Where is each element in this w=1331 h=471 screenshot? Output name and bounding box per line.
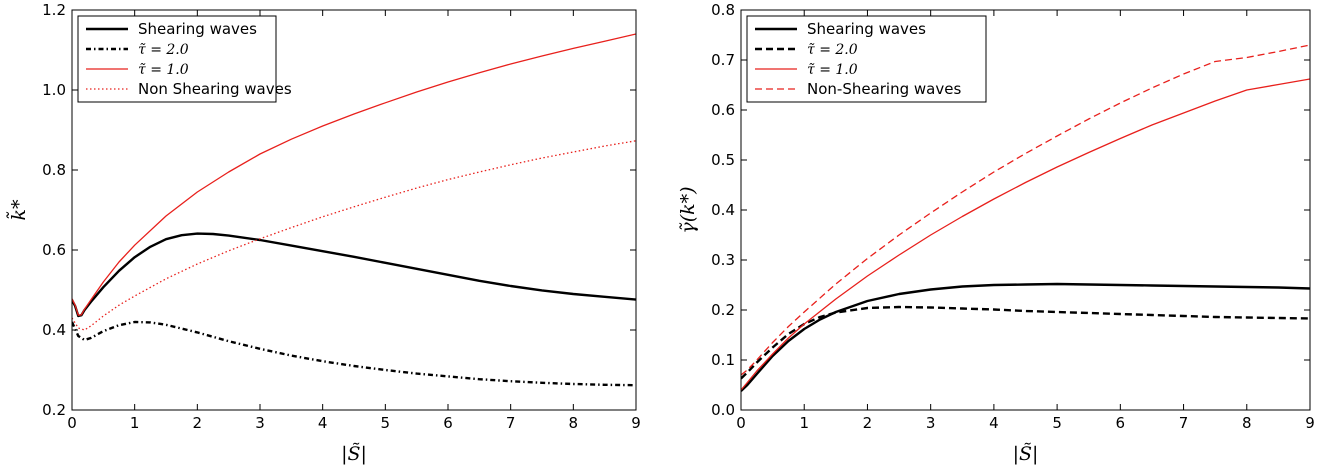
x-tick-label: 7 — [1179, 414, 1189, 432]
legend-box — [746, 15, 987, 103]
x-tick-label: 9 — [1305, 414, 1315, 432]
series-line-1 — [72, 232, 636, 318]
y-tick-label: 0.5 — [711, 151, 735, 169]
x-tick-label: 7 — [506, 414, 516, 432]
legend: Shearing waves τ̃ = 2.0 τ̃ = 1.0 Non Sheari… — [77, 15, 292, 103]
plot-panel-2: 0 1 2 3 4 5 6 7 8 9 0.0 0.1 0.2 0.3 0.4 0.5 0.6 0.7 0.8 |S̃… — [677, 1, 1315, 465]
x-tick-label: 1 — [799, 414, 809, 432]
series-line-4 — [72, 140, 636, 331]
x-tick-label: 5 — [1052, 414, 1062, 432]
plot-frame — [71, 9, 637, 411]
y-tick-label: 0.4 — [42, 321, 66, 339]
series-line-1 — [741, 282, 1310, 392]
y-tick-label: 0.2 — [42, 401, 66, 419]
series-line-4 — [741, 44, 1310, 376]
y-tick-label: 0.3 — [711, 251, 735, 269]
x-axis-label: |S̃| — [1013, 443, 1039, 465]
y-tick-label: 0.8 — [711, 1, 735, 19]
legend-label-4: Non-Shearing waves — [807, 80, 961, 98]
x-tick-label: 0 — [67, 414, 77, 432]
x-tick-label: 2 — [193, 414, 203, 432]
series-group — [741, 44, 1310, 392]
x-tick-label: 5 — [381, 414, 391, 432]
y-axis-label: γ̃(k*) — [677, 186, 699, 233]
x-tick-label: 0 — [736, 414, 746, 432]
y-axis-label: k̃* — [7, 199, 30, 221]
x-axis-label: |S̃| — [341, 443, 367, 465]
x-tick-label: 9 — [631, 414, 641, 432]
x-tick-label: 1 — [130, 414, 140, 432]
legend-label-4: Non Shearing waves — [138, 80, 292, 98]
x-tick-label: 3 — [926, 414, 936, 432]
y-tick-label: 0.7 — [711, 51, 735, 69]
legend-label-1: Shearing waves — [138, 20, 257, 38]
y-tick-label: 1.2 — [42, 1, 66, 19]
x-tick-label: 6 — [1116, 414, 1126, 432]
legend-label-1: Shearing waves — [807, 20, 926, 38]
x-tick-label: 8 — [1242, 414, 1252, 432]
y-tick-label: 0.6 — [42, 241, 66, 259]
x-tick-label: 8 — [569, 414, 579, 432]
legend-label-2: τ̃ = 2.0 — [138, 42, 189, 58]
y-tick-label: 0.2 — [711, 301, 735, 319]
x-tick-label: 4 — [989, 414, 999, 432]
y-tick-label: 0.4 — [711, 201, 735, 219]
y-tick-label: 0.8 — [42, 161, 66, 179]
y-tick-label: 1.0 — [42, 81, 66, 99]
legend: Shearing waves τ̃ = 2.0 τ̃ = 1.0 Non-Sheari… — [746, 15, 987, 103]
x-tick-label: 3 — [255, 414, 265, 432]
y-tick-label: 0.6 — [711, 101, 735, 119]
legend-box — [77, 15, 277, 103]
x-tick-label: 6 — [443, 414, 453, 432]
series-line-3 — [72, 33, 636, 316]
legend-label-2: τ̃ = 2.0 — [807, 42, 858, 58]
x-tick-label: 2 — [863, 414, 873, 432]
series-line-2 — [72, 320, 636, 387]
series-line-3 — [741, 78, 1310, 391]
y-tick-label: 0.1 — [711, 351, 735, 369]
x-tick-label: 4 — [318, 414, 328, 432]
y-tick-label: 0.0 — [711, 401, 735, 419]
series-group — [72, 33, 636, 387]
legend-label-3: τ̃ = 1.0 — [138, 62, 189, 78]
plot-panel-1: 0 1 2 3 4 5 6 7 8 9 0.2 0.4 0.6 0.8 1.0 1.2 |S̃| k̃* Shear… — [7, 1, 641, 465]
series-line-2 — [741, 305, 1310, 380]
legend-label-3: τ̃ = 1.0 — [807, 62, 858, 78]
